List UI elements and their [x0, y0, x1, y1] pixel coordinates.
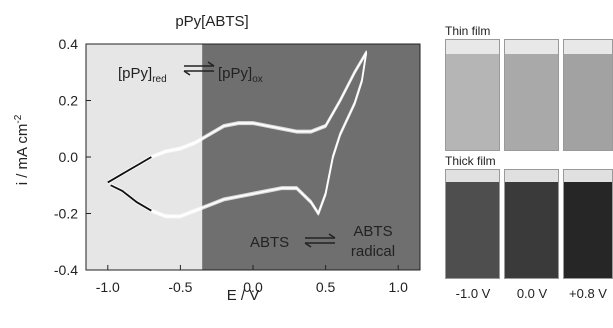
thin-film-photo-neg [445, 39, 500, 151]
x-tick-label: 1.0 [388, 279, 408, 295]
thin-film-photo-pos [563, 39, 613, 151]
chart-title: pPy[ABTS] [175, 13, 248, 30]
abts-label: ABTS [250, 234, 289, 251]
cv-curve-cycle-3 [107, 52, 368, 219]
voltage-label-pos: +0.8 V [569, 286, 607, 301]
voltage-label-zero: 0.0 V [516, 286, 548, 301]
ppy-redox-annotation: [pPy]red [pPy]ox [118, 61, 263, 85]
y-tick-label: 0.0 [59, 149, 79, 165]
thick-film-photo-neg [445, 169, 500, 279]
y-axis-label: i / mA cm-2 [13, 114, 31, 185]
thick-film-label: Thick film [445, 154, 496, 168]
thick-film-photo-pos [563, 169, 613, 279]
y-tick-label: -0.4 [54, 262, 78, 278]
thick-film-photo-zero [504, 169, 559, 279]
thin-film-label: Thin film [445, 24, 491, 38]
thin-film-photo-zero [504, 39, 559, 151]
x-tick-label: -1.0 [96, 279, 120, 295]
abts-radical-label-2: radical [351, 243, 395, 260]
abts-radical-label-1: ABTS [353, 223, 392, 240]
svg-text:[pPy]red: [pPy]red [118, 65, 167, 85]
y-tick-label: 0.4 [59, 36, 79, 52]
x-tick-label: 0.0 [243, 279, 263, 295]
potential-region-1 [202, 44, 420, 270]
svg-text:[pPy]ox: [pPy]ox [218, 65, 263, 85]
x-tick-label: -0.5 [168, 279, 192, 295]
cv-curve-dark-segment [110, 184, 152, 212]
potential-region-0 [86, 44, 203, 270]
ppy-ox-label: [pPy] [218, 65, 252, 82]
x-axis-label: E / V [227, 287, 260, 304]
abts-redox-annotation: ABTS ABTS radical [250, 223, 395, 260]
voltage-label-neg: -1.0 V [455, 286, 491, 301]
x-tick-label: 0.5 [316, 279, 336, 295]
y-tick-label: -0.2 [54, 206, 78, 222]
ppy-red-label: [pPy] [118, 65, 152, 82]
y-tick-label: 0.2 [59, 93, 79, 109]
cv-curve-dark-segment [107, 156, 152, 184]
